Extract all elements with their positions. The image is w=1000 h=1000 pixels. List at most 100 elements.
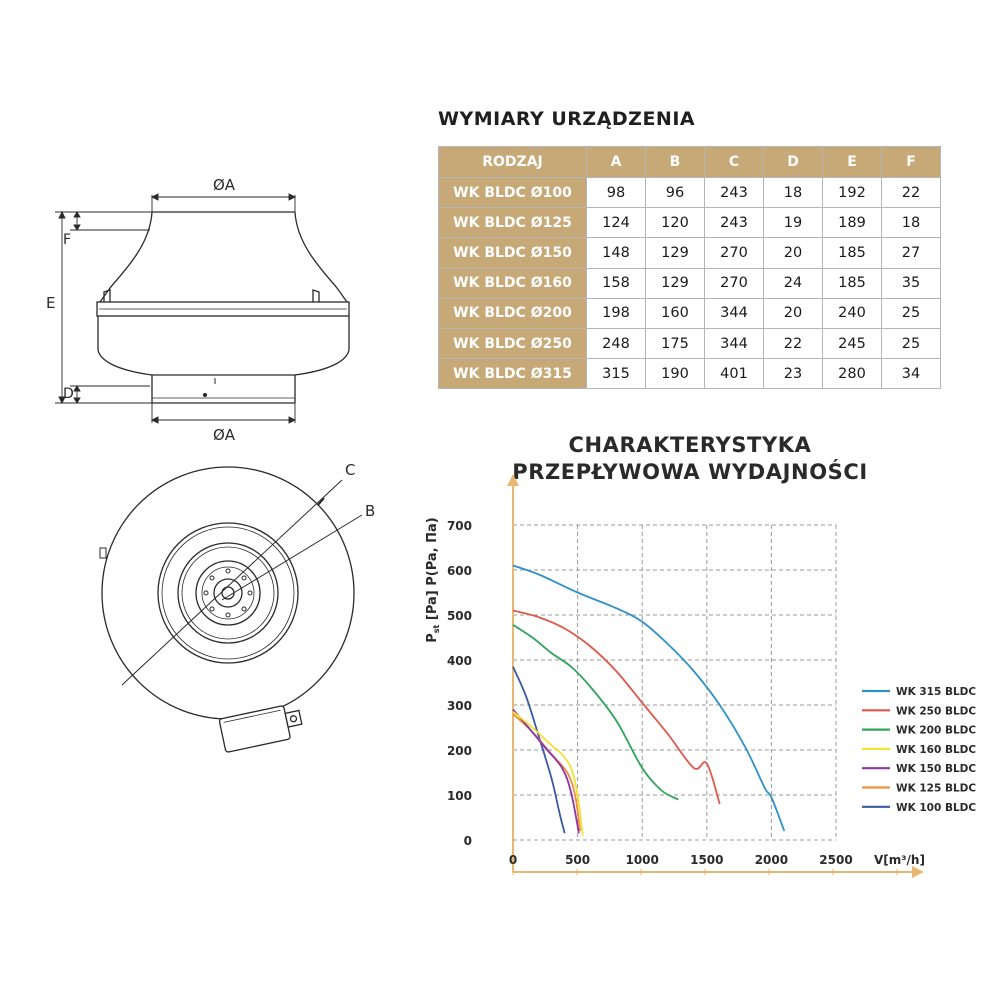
value-cell: 18 [881, 207, 941, 239]
model-cell: WK BLDC Ø200 [438, 297, 587, 329]
fan-technical-drawing: ØA ØA E F D C B [46, 176, 375, 753]
chart-grid [513, 524, 837, 840]
y-tick-label: 100 [447, 789, 472, 803]
fan-top-view [99, 466, 363, 753]
value-cell: 25 [881, 297, 941, 329]
series-line [512, 624, 679, 801]
y-tick-label: 700 [447, 519, 472, 533]
y-tick-label: 300 [447, 699, 472, 713]
dimensions-table-title: WYMIARY URZĄDZENIA [438, 108, 696, 130]
header-c: C [704, 146, 764, 178]
legend-label: WK 150 BLDC [896, 763, 976, 775]
x-tick-label: 1500 [690, 853, 723, 867]
series-line [512, 609, 721, 805]
y-tick-label: 400 [447, 654, 472, 668]
value-cell: 18 [763, 176, 823, 209]
chart-title-line-1: CHARAKTERYSTYKA [568, 433, 812, 457]
header-e: E [822, 146, 882, 178]
value-cell: 24 [763, 267, 823, 299]
series-line [512, 708, 580, 834]
dimension-lines [55, 193, 297, 424]
value-cell: 148 [586, 237, 646, 269]
label-e: E [46, 294, 55, 312]
label-a-bottom: ØA [213, 426, 236, 444]
value-cell: 96 [645, 176, 705, 209]
legend-label: WK 125 BLDC [896, 783, 976, 795]
y-tick-label: 500 [447, 609, 472, 623]
label-d: D [63, 386, 74, 402]
table-body: WK BLDC Ø100 98 96 243 18 192 22 WK BLDC Ø125 12… [438, 176, 941, 390]
y-axis-label: Pst [Pa] P(Pa, Па) [425, 517, 441, 643]
value-cell: 22 [763, 327, 823, 360]
series-line [512, 713, 582, 832]
value-cell: 401 [704, 358, 764, 390]
label-b: B [365, 502, 375, 520]
legend-label: WK 200 BLDC [896, 725, 976, 737]
value-cell: 270 [704, 267, 764, 299]
x-tick-label: 2500 [819, 853, 852, 867]
value-cell: 248 [586, 327, 646, 360]
x-axis-label: V[m³/h] [874, 853, 925, 867]
value-cell: 192 [822, 176, 882, 209]
chart-title-line-2: PRZEPŁYWOWA WYDAJNOŚCI [512, 460, 868, 484]
value-cell: 189 [822, 207, 882, 239]
table-row: WK BLDC Ø160 158 129 270 24 185 35 [438, 267, 941, 299]
chart-series [512, 564, 786, 836]
value-cell: 243 [704, 176, 764, 209]
x-tick-label: 1000 [625, 853, 658, 867]
value-cell: 315 [586, 358, 646, 390]
x-axis-arrow [912, 866, 924, 878]
model-cell: WK BLDC Ø160 [438, 267, 587, 299]
header-rodzaj: RODZAJ [438, 146, 587, 178]
dimensions-table: RODZAJ A B C D E F WK BLDC Ø100 98 96 243 18… [438, 146, 941, 390]
value-cell: 243 [704, 207, 764, 239]
x-tick-label: 0 [509, 853, 517, 867]
legend-label: WK 100 BLDC [896, 802, 976, 814]
table-row: WK BLDC Ø315 315 190 401 23 280 34 [438, 358, 941, 390]
value-cell: 124 [586, 207, 646, 239]
value-cell: 129 [645, 237, 705, 269]
value-cell: 245 [822, 327, 882, 360]
value-cell: 20 [763, 297, 823, 329]
value-cell: 344 [704, 297, 764, 329]
value-cell: 270 [704, 237, 764, 269]
value-cell: 344 [704, 327, 764, 360]
value-cell: 20 [763, 237, 823, 269]
table-row: WK BLDC Ø100 98 96 243 18 192 22 [438, 176, 941, 209]
table-row: WK BLDC Ø125 124 120 243 19 189 18 [438, 207, 941, 239]
y-tick-label: 0 [464, 834, 472, 848]
model-cell: WK BLDC Ø250 [438, 327, 587, 360]
value-cell: 160 [645, 297, 705, 329]
y-tick-label: 600 [447, 564, 472, 578]
chart-axes: 0 100 200 300 400 500 600 700 0 500 1000 1500 2000 25… [447, 474, 924, 878]
label-c: C [345, 461, 355, 479]
label-f: F [63, 232, 71, 248]
legend-label: WK 160 BLDC [896, 744, 976, 756]
value-cell: 35 [881, 267, 941, 299]
performance-chart: 0 100 200 300 400 500 600 700 0 500 1000 1500 2000 25… [425, 474, 976, 878]
value-cell: 240 [822, 297, 882, 329]
value-cell: 120 [645, 207, 705, 239]
value-cell: 22 [881, 176, 941, 209]
value-cell: 25 [881, 327, 941, 360]
value-cell: 280 [822, 358, 882, 390]
value-cell: 190 [645, 358, 705, 390]
header-b: B [645, 146, 705, 178]
model-cell: WK BLDC Ø100 [438, 176, 587, 209]
header-d: D [763, 146, 823, 178]
header-a: A [586, 146, 646, 178]
series-line [512, 564, 786, 832]
table-row: WK BLDC Ø250 248 175 344 22 245 25 [438, 327, 941, 360]
value-cell: 185 [822, 267, 882, 299]
legend-label: WK 315 BLDC [896, 686, 976, 698]
x-tick-label: 500 [565, 853, 590, 867]
series-line [512, 666, 566, 834]
fan-side-view [96, 211, 350, 404]
value-cell: 23 [763, 358, 823, 390]
model-cell: WK BLDC Ø125 [438, 207, 587, 239]
chart-legend: WK 315 BLDC WK 250 BLDC WK 200 BLDC WK 160 … [862, 686, 976, 814]
value-cell: 98 [586, 176, 646, 209]
y-axis-arrow [507, 474, 519, 486]
table-header-row: RODZAJ A B C D E F [438, 146, 941, 178]
model-cell: WK BLDC Ø150 [438, 237, 587, 269]
